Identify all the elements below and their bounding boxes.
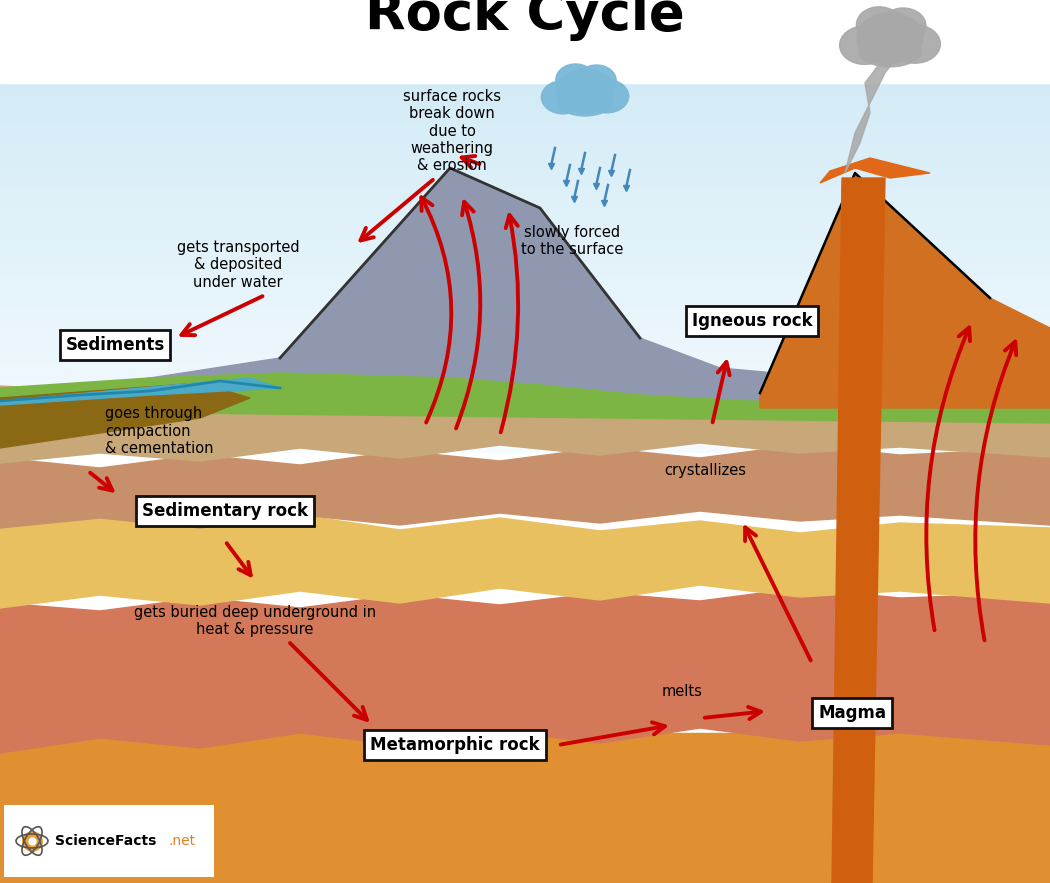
Polygon shape xyxy=(0,373,1050,423)
Text: melts: melts xyxy=(662,683,702,698)
Polygon shape xyxy=(0,378,280,405)
Ellipse shape xyxy=(857,12,923,64)
Text: gets buried deep underground in
heat & pressure: gets buried deep underground in heat & p… xyxy=(134,605,376,638)
Ellipse shape xyxy=(890,25,941,64)
Polygon shape xyxy=(0,0,1050,83)
Text: ScienceFacts: ScienceFacts xyxy=(55,834,156,848)
Polygon shape xyxy=(0,383,250,448)
Ellipse shape xyxy=(576,65,616,96)
Ellipse shape xyxy=(558,89,612,116)
Polygon shape xyxy=(832,178,885,883)
Text: Rock Cycle: Rock Cycle xyxy=(365,0,685,41)
Text: Igneous rock: Igneous rock xyxy=(692,312,813,330)
Ellipse shape xyxy=(556,69,613,113)
Polygon shape xyxy=(30,168,1050,408)
Ellipse shape xyxy=(880,8,926,44)
Text: slowly forced
to the surface: slowly forced to the surface xyxy=(521,225,624,257)
Polygon shape xyxy=(0,378,1050,463)
Text: gets transported
& deposited
under water: gets transported & deposited under water xyxy=(176,240,299,290)
Polygon shape xyxy=(845,28,900,173)
Ellipse shape xyxy=(585,79,629,113)
Ellipse shape xyxy=(542,80,585,114)
Text: Sediments: Sediments xyxy=(65,336,165,354)
Ellipse shape xyxy=(859,35,921,67)
Text: Metamorphic rock: Metamorphic rock xyxy=(371,736,540,754)
Ellipse shape xyxy=(857,7,902,42)
Polygon shape xyxy=(0,733,1050,883)
Polygon shape xyxy=(760,173,1050,408)
Text: goes through
compaction
& cementation: goes through compaction & cementation xyxy=(105,406,213,456)
Text: crystallizes: crystallizes xyxy=(664,464,746,479)
Text: surface rocks
break down
due to
weathering
& erosion: surface rocks break down due to weatheri… xyxy=(403,88,501,173)
Polygon shape xyxy=(0,588,1050,753)
Polygon shape xyxy=(0,515,1050,608)
Ellipse shape xyxy=(555,64,595,95)
Ellipse shape xyxy=(840,26,890,64)
Polygon shape xyxy=(820,158,930,183)
Polygon shape xyxy=(0,445,1050,528)
Text: Sedimentary rock: Sedimentary rock xyxy=(142,502,308,520)
FancyBboxPatch shape xyxy=(4,805,214,877)
Text: Magma: Magma xyxy=(818,704,886,722)
Text: .net: .net xyxy=(168,834,195,848)
